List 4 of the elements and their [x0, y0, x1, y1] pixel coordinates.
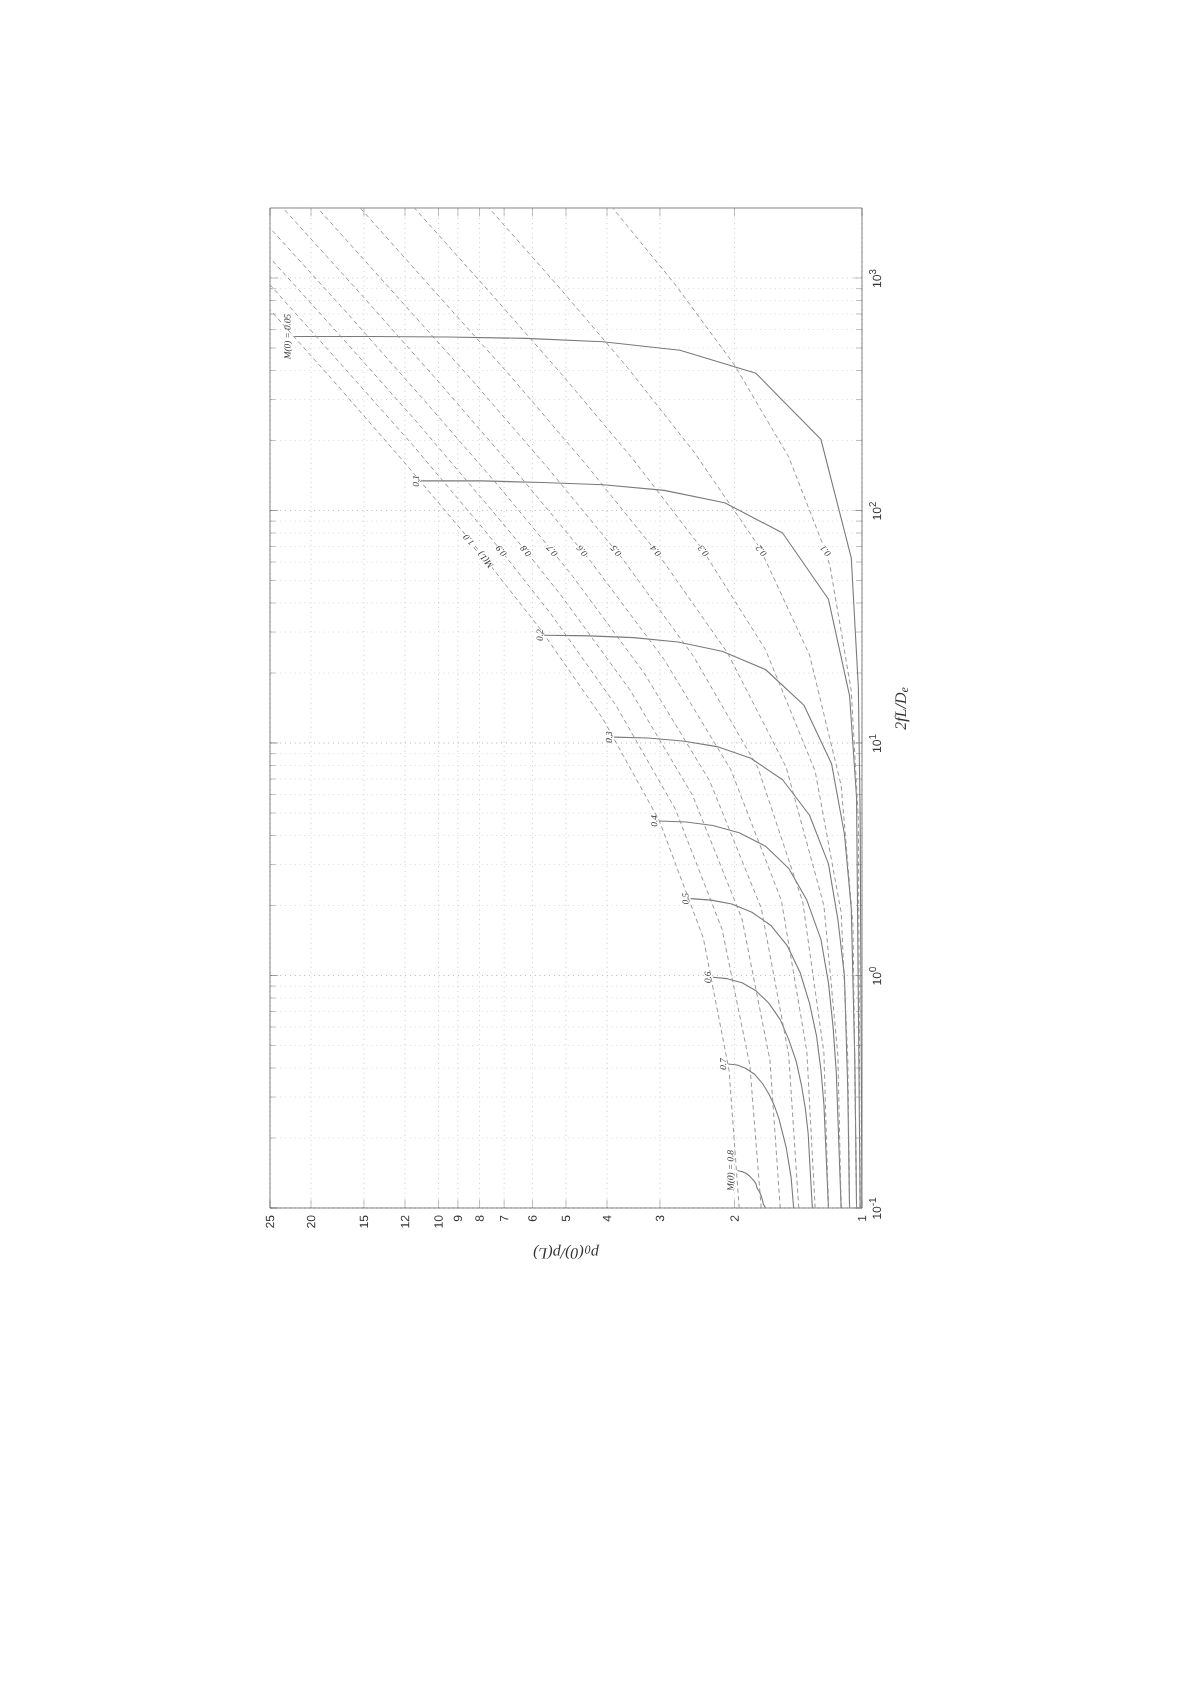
- y-axis-title: 2fL/D$_{e}$: [894, 687, 910, 730]
- line-series: [727, 1063, 795, 1208]
- line-series: [736, 1169, 767, 1208]
- x-axis-title: p$_{0}$(0)/p(L): [533, 1244, 600, 1260]
